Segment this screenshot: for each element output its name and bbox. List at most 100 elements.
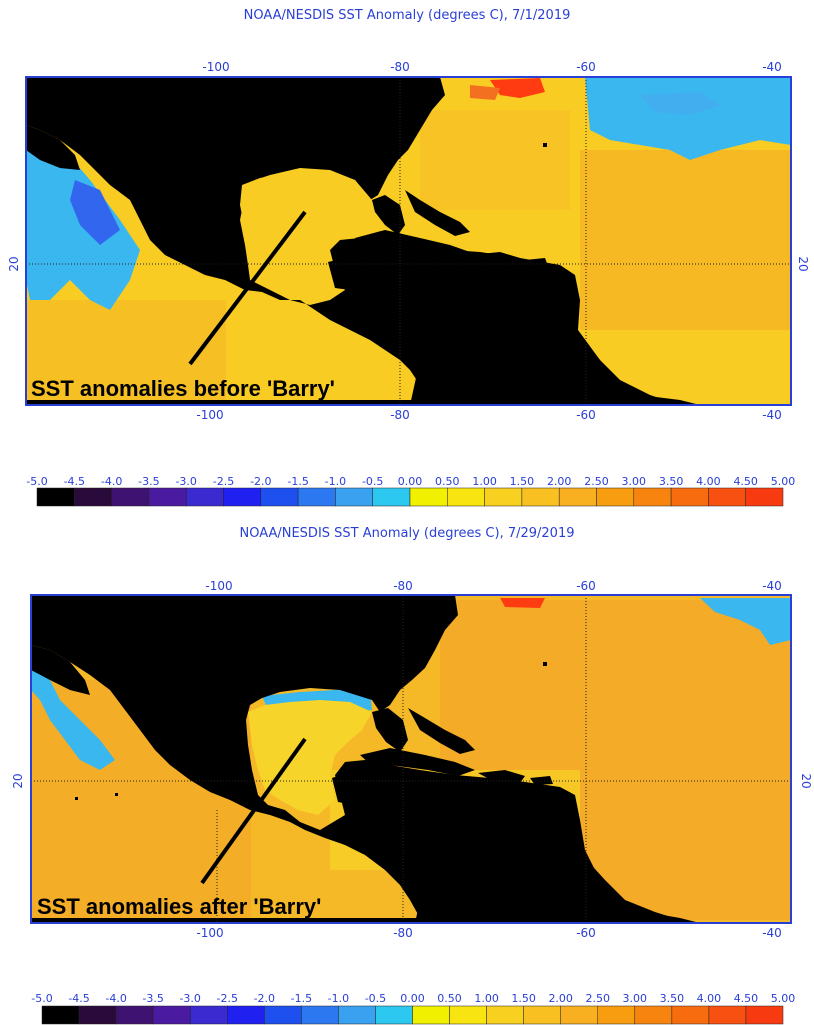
panel-1-tick-bottom-80: -80 (390, 408, 410, 422)
colorbar-label: -0.5 (365, 992, 386, 1005)
colorbar-swatch (301, 1005, 339, 1025)
colorbar-label: 5.00 (771, 475, 796, 488)
colorbar-swatch (560, 1005, 599, 1025)
colorbar-swatch (521, 487, 560, 507)
colorbar-label: 2.00 (548, 992, 573, 1005)
colorbar-swatch (375, 1005, 413, 1025)
colorbar-swatch (558, 487, 597, 507)
colorbar-label: 2.00 (547, 475, 572, 488)
panel-2-map: SST anomalies after 'Barry' -100 -80 -60… (11, 579, 813, 940)
colorbar-label: -5.0 (26, 475, 47, 488)
colorbar-swatch (596, 487, 635, 507)
colorbar-swatch (223, 487, 262, 507)
colorbar-label: 3.50 (660, 992, 685, 1005)
colorbar-label: 3.50 (659, 475, 684, 488)
panel-2-tick-top-40: -40 (762, 579, 782, 593)
panel-2-annotation: SST anomalies after 'Barry' (37, 894, 321, 919)
colorbar-label: 2.50 (584, 475, 609, 488)
colorbar-label: 1.00 (474, 992, 499, 1005)
colorbar-label: -1.5 (291, 992, 312, 1005)
colorbar-label: -3.0 (179, 992, 200, 1005)
panel-1-title: NOAA/NESDIS SST Anomaly (degrees C), 7/1… (243, 8, 571, 23)
colorbar-swatch (264, 1005, 302, 1025)
colorbar-label: -1.5 (287, 475, 308, 488)
colorbar-label: 4.50 (734, 992, 759, 1005)
colorbar-label: -5.0 (31, 992, 52, 1005)
colorbar-swatch (152, 1005, 191, 1025)
colorbar-1: -5.0 -4.5 -4.0 -3.5 -3.0 -2.5 -2.0 -1.5 -1.0 -0.5… (26, 475, 796, 507)
panel-1-annotation: SST anomalies before 'Barry' (31, 376, 335, 401)
panel-1-map: SST anomalies before 'Barry' -100 -80 -6… (7, 60, 810, 422)
colorbar-label: -2.5 (217, 992, 238, 1005)
colorbar-swatch (708, 1005, 747, 1025)
colorbar-swatch (409, 487, 448, 507)
colorbar-label: 4.00 (696, 475, 721, 488)
colorbar-label: -4.0 (101, 475, 122, 488)
panel-2-tick-bottom-100: -100 (196, 926, 223, 940)
colorbar-swatch (449, 1005, 487, 1025)
colorbar-swatch (78, 1005, 117, 1025)
panel-2-tick-bottom-60: -60 (576, 926, 596, 940)
colorbar-label: 1.50 (510, 475, 535, 488)
colorbar-swatch (227, 1005, 265, 1025)
colorbar-swatch (338, 1005, 376, 1025)
colorbar-swatch (412, 1005, 450, 1025)
colorbar-swatch (447, 487, 485, 507)
colorbar-label: 5.00 (771, 992, 796, 1005)
colorbar-swatch (708, 487, 746, 507)
panel-1-tick-bottom-100: -100 (196, 408, 223, 422)
colorbar-2: -5.0 -4.5 -4.0 -3.5 -3.0 -2.5 -2.0 -1.5 -1.0 -0.5… (31, 992, 796, 1025)
panel-2-lat-right: 20 (799, 773, 813, 788)
colorbar-label: 4.50 (733, 475, 758, 488)
colorbar-label: 0.00 (398, 475, 423, 488)
panel-2-tick-top-80: -80 (393, 579, 413, 593)
colorbar-label: 2.50 (586, 992, 611, 1005)
colorbar-swatch (671, 1005, 710, 1025)
panel-1-tick-top-100: -100 (202, 60, 229, 74)
colorbar-swatch (260, 487, 299, 507)
colorbar-label: -1.0 (328, 992, 349, 1005)
colorbar-label: -4.0 (105, 992, 126, 1005)
colorbar-label: -4.5 (68, 992, 89, 1005)
colorbar-label: -3.0 (175, 475, 196, 488)
panel-2-tick-bottom-40: -40 (762, 926, 782, 940)
panel-2-title: NOAA/NESDIS SST Anomaly (degrees C), 7/2… (239, 526, 575, 541)
colorbar-label: 0.50 (435, 475, 460, 488)
colorbar-swatch (148, 487, 187, 507)
colorbar-swatch (335, 487, 373, 507)
panel-1-lat-left: 20 (7, 256, 21, 271)
panel-2-tick-bottom-80: -80 (393, 926, 413, 940)
colorbar-swatch (74, 487, 112, 507)
colorbar-label: -2.5 (213, 475, 234, 488)
colorbar-swatch (633, 487, 672, 507)
colorbar-swatch (297, 487, 336, 507)
colorbar-swatch (486, 1005, 524, 1025)
colorbar-swatch (372, 487, 411, 507)
barry-track-line-2 (200, 737, 307, 885)
panel-1-tick-top-60: -60 (576, 60, 596, 74)
colorbar-swatch (745, 487, 784, 507)
barry-track-line-1 (188, 210, 307, 366)
colorbar-swatch (115, 1005, 154, 1025)
panel-2-tick-top-100: -100 (205, 579, 232, 593)
colorbar-swatch (111, 487, 150, 507)
colorbar-swatch (185, 487, 224, 507)
colorbar-swatch (41, 1005, 80, 1025)
colorbar-label: -2.0 (250, 475, 271, 488)
colorbar-label: -0.5 (362, 475, 383, 488)
colorbar-swatch (597, 1005, 636, 1025)
colorbar-swatch (36, 487, 75, 507)
colorbar-swatch (745, 1005, 784, 1025)
colorbar-swatch (189, 1005, 228, 1025)
colorbar-label: -3.5 (142, 992, 163, 1005)
colorbar-label: 0.50 (437, 992, 462, 1005)
colorbar-swatch (670, 487, 709, 507)
panel-1-tick-top-40: -40 (762, 60, 782, 74)
colorbar-label: -2.0 (254, 992, 275, 1005)
panel-1-tick-bottom-40: -40 (762, 408, 782, 422)
colorbar-label: 3.00 (622, 475, 647, 488)
colorbar-label: -3.5 (138, 475, 159, 488)
colorbar-swatch (484, 487, 523, 507)
colorbar-label: -4.5 (64, 475, 85, 488)
